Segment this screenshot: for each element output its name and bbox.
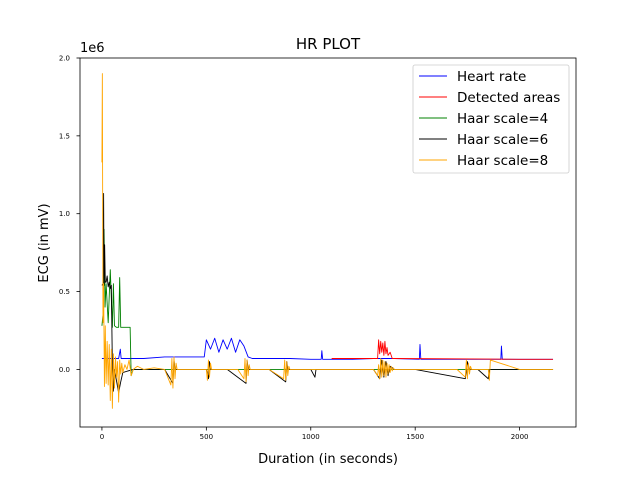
chart-title: HR PLOT (296, 35, 361, 53)
y-axis-ticks: 0.0 0.5 1.0 1.5 2.0 (59, 55, 80, 374)
legend-entry-label: Heart rate (457, 69, 526, 85)
y-tick-label: 0.0 (59, 366, 70, 374)
legend-entry-label: Haar scale=8 (457, 153, 548, 169)
x-axis-ticks: 0 500 1000 1500 2000 (100, 427, 529, 441)
series-group (101, 73, 554, 409)
x-tick-label: 2000 (511, 433, 529, 441)
x-tick-label: 500 (200, 433, 213, 441)
plot-frame (79, 57, 577, 428)
y-axis-label: ECG (in mV) (37, 203, 52, 282)
legend-entry-label: Haar scale=4 (457, 111, 548, 127)
legend: Heart rate Detected areas Haar scale=4 Haar… (412, 64, 570, 174)
y-tick-label: 0.5 (59, 288, 70, 296)
y-axis-offset-label: 1e6 (80, 41, 105, 56)
x-tick-label: 1500 (406, 433, 424, 441)
y-tick-label: 2.0 (59, 55, 70, 63)
legend-items: Heart rate Detected areas Haar scale=4 Haar… (419, 69, 560, 169)
y-tick-label: 1.0 (59, 210, 70, 218)
x-tick-label: 1000 (302, 433, 320, 441)
series-line-detected-areas (331, 339, 554, 360)
legend-entry-label: Haar scale=6 (457, 132, 548, 148)
x-tick-label: 0 (100, 433, 104, 441)
legend-box (412, 64, 570, 174)
x-axis-label: Duration (in seconds) (258, 452, 398, 467)
y-tick-label: 1.5 (59, 132, 70, 140)
series-line-haar-scale-8 (101, 73, 554, 409)
plot-area (79, 57, 577, 428)
legend-entry-label: Detected areas (457, 90, 560, 106)
